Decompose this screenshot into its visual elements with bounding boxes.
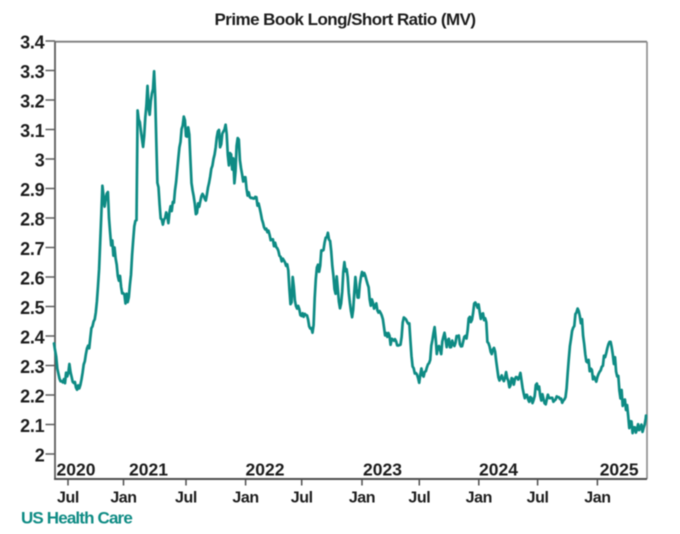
svg-text:3.4: 3.4 bbox=[20, 33, 45, 53]
svg-text:Jul: Jul bbox=[527, 490, 549, 507]
svg-text:2.9: 2.9 bbox=[20, 180, 45, 200]
svg-text:Jan: Jan bbox=[349, 490, 375, 507]
svg-text:3.2: 3.2 bbox=[20, 92, 45, 112]
svg-text:Jul: Jul bbox=[175, 490, 197, 507]
svg-text:2025: 2025 bbox=[600, 460, 639, 480]
svg-text:3.1: 3.1 bbox=[20, 121, 45, 141]
svg-text:2: 2 bbox=[35, 446, 45, 466]
svg-text:Prime Book Long/Short Ratio (M: Prime Book Long/Short Ratio (MV) bbox=[214, 10, 475, 29]
svg-text:Jan: Jan bbox=[232, 490, 258, 507]
svg-text:2023: 2023 bbox=[363, 460, 402, 480]
svg-text:2.5: 2.5 bbox=[20, 298, 45, 318]
svg-text:2.8: 2.8 bbox=[20, 210, 45, 230]
svg-text:2.1: 2.1 bbox=[20, 416, 45, 436]
svg-text:2021: 2021 bbox=[129, 460, 168, 480]
svg-text:2.2: 2.2 bbox=[20, 387, 45, 407]
svg-text:2.6: 2.6 bbox=[20, 269, 45, 289]
svg-text:3.3: 3.3 bbox=[20, 62, 45, 82]
svg-text:Jul: Jul bbox=[57, 490, 79, 507]
svg-text:Jan: Jan bbox=[110, 490, 136, 507]
svg-text:Jul: Jul bbox=[408, 490, 430, 507]
svg-text:2020: 2020 bbox=[57, 460, 96, 480]
svg-text:2022: 2022 bbox=[246, 460, 285, 480]
svg-text:2.4: 2.4 bbox=[20, 328, 45, 348]
svg-text:US Health Care: US Health Care bbox=[21, 509, 132, 528]
svg-text:3: 3 bbox=[35, 151, 45, 171]
svg-text:2.3: 2.3 bbox=[20, 357, 45, 377]
svg-text:2.7: 2.7 bbox=[20, 239, 45, 259]
svg-text:Jan: Jan bbox=[584, 490, 610, 507]
svg-text:Jul: Jul bbox=[291, 490, 313, 507]
svg-text:2024: 2024 bbox=[479, 460, 518, 480]
svg-text:Jan: Jan bbox=[466, 490, 492, 507]
